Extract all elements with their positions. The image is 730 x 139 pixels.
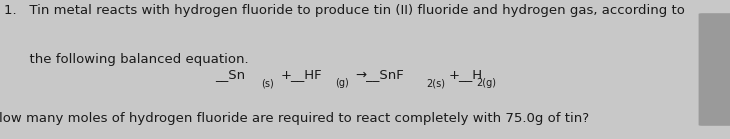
Text: (s): (s) — [261, 78, 274, 88]
FancyBboxPatch shape — [699, 13, 730, 126]
Text: +__H: +__H — [448, 68, 483, 81]
Text: 2(g): 2(g) — [476, 78, 496, 88]
Text: 1.   Tin metal reacts with hydrogen fluoride to produce tin (II) fluoride and hy: 1. Tin metal reacts with hydrogen fluori… — [4, 4, 685, 17]
Text: (g): (g) — [335, 78, 349, 88]
Text: +__HF: +__HF — [281, 68, 323, 81]
Text: the following balanced equation.: the following balanced equation. — [4, 53, 248, 66]
Text: __Sn: __Sn — [215, 68, 245, 81]
Text: 2(s): 2(s) — [426, 78, 445, 88]
Text: →__SnF: →__SnF — [356, 68, 404, 81]
Text: low many moles of hydrogen fluoride are required to react completely with 75.0g : low many moles of hydrogen fluoride are … — [0, 112, 588, 125]
